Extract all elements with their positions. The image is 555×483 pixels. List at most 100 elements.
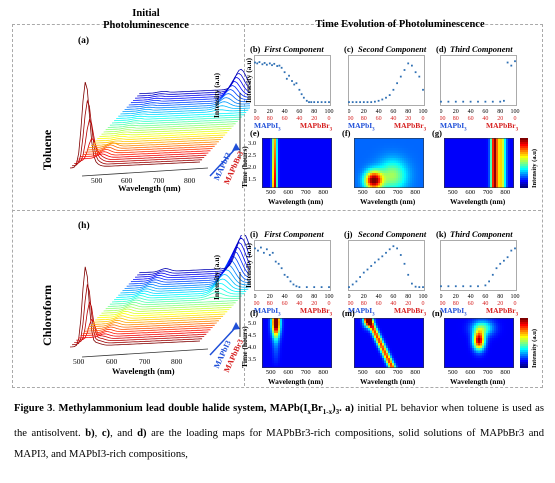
heat-cell — [488, 318, 491, 321]
heat-cell — [482, 158, 485, 161]
panel-label-b: (b) — [250, 44, 261, 54]
heat-cell — [322, 140, 325, 144]
heat-cell — [406, 338, 409, 341]
map-y-tick: 5.0 — [248, 320, 257, 327]
heat-cell — [496, 338, 499, 341]
heat-cell — [362, 158, 365, 161]
heat-cell — [420, 155, 423, 159]
heat-cell — [504, 180, 507, 184]
heat-cell — [498, 175, 501, 179]
colorbar-step — [520, 180, 528, 183]
heat-cell — [312, 363, 315, 366]
heat-cell — [488, 345, 491, 349]
heat-cell — [310, 165, 313, 169]
heat-cell — [376, 330, 379, 334]
heat-cell — [292, 345, 295, 349]
heat-cell — [398, 160, 401, 164]
heat-cell — [326, 345, 329, 349]
heat-cell — [400, 348, 403, 351]
heat-cell — [500, 363, 503, 366]
heat-cell — [458, 173, 461, 176]
heat-cell — [462, 150, 465, 154]
heat-cell — [464, 365, 467, 368]
comp-tick-top: 20 — [453, 109, 459, 115]
heat-cell — [366, 168, 369, 171]
heat-cell — [322, 320, 325, 324]
heat-cell — [494, 323, 497, 326]
heat-cell — [306, 333, 309, 336]
heat-cell — [382, 343, 385, 346]
heat-cell — [262, 180, 265, 184]
heat-cell — [360, 185, 363, 188]
heat-cell — [448, 323, 451, 326]
heat-cell — [284, 360, 287, 364]
heat-cell — [470, 355, 473, 359]
heat-cell — [276, 163, 279, 166]
heat-cell — [490, 358, 493, 361]
heat-cell — [362, 328, 365, 331]
heat-cell — [392, 360, 395, 364]
heat-cell — [414, 365, 417, 368]
heat-cell — [384, 153, 387, 156]
heat-cell — [404, 350, 407, 354]
colorbar-step — [520, 186, 528, 188]
heat-cell — [452, 318, 455, 321]
colorbar-step — [520, 154, 528, 157]
heat-cell — [268, 335, 271, 339]
heat-cell — [322, 168, 325, 171]
heat-cell — [278, 350, 281, 354]
heat-cell — [310, 338, 313, 341]
colorbar-step — [520, 326, 528, 329]
heat-cell — [510, 325, 513, 329]
heat-cell — [308, 328, 311, 331]
heat-cell — [276, 343, 279, 346]
heat-cell — [414, 155, 417, 159]
heat-cell — [358, 353, 361, 356]
heat-cell — [408, 348, 411, 351]
heat-cell — [474, 343, 477, 346]
heat-cell — [408, 150, 411, 154]
heat-cell — [506, 163, 509, 166]
heat-cell — [320, 185, 323, 188]
heat-cell — [412, 353, 415, 356]
heat-cell — [480, 330, 483, 334]
heat-cell — [318, 180, 321, 184]
pl-trace — [101, 306, 232, 314]
data-point — [320, 286, 323, 289]
heat-cell — [456, 343, 459, 346]
heat-cell — [496, 173, 499, 176]
comp-tick-top: 80 — [497, 109, 503, 115]
heat-cell — [292, 335, 295, 339]
heat-cell — [458, 153, 461, 156]
heat-cell — [404, 320, 407, 324]
heat-cell — [284, 340, 287, 344]
panel-label-h: (h) — [78, 221, 90, 231]
heat-cell — [374, 355, 377, 359]
heat-cell — [398, 148, 401, 151]
data-point — [302, 96, 305, 99]
heat-cell — [486, 345, 489, 349]
heat-cell — [298, 325, 301, 329]
heat-cell — [326, 355, 329, 359]
heat-cell — [318, 353, 321, 356]
heat-cell — [486, 320, 489, 324]
heat-cell — [494, 335, 497, 339]
heat-cell — [356, 175, 359, 179]
heat-cell — [282, 355, 285, 359]
heat-cell — [284, 145, 287, 149]
heat-cell — [294, 320, 297, 324]
heat-cell — [368, 350, 371, 354]
heat-cell — [308, 175, 311, 179]
heat-cell — [354, 330, 357, 334]
heat-cell — [468, 160, 471, 164]
heat-cell — [474, 170, 477, 174]
heat-cell — [406, 153, 409, 156]
heat-cell — [354, 148, 357, 151]
heat-cell — [476, 353, 479, 356]
heat-cell — [284, 180, 287, 184]
heat-cell — [376, 180, 379, 184]
heat-cell — [296, 140, 299, 144]
heat-cell — [450, 170, 453, 174]
heat-cell — [324, 155, 327, 159]
heat-cell — [306, 323, 309, 326]
